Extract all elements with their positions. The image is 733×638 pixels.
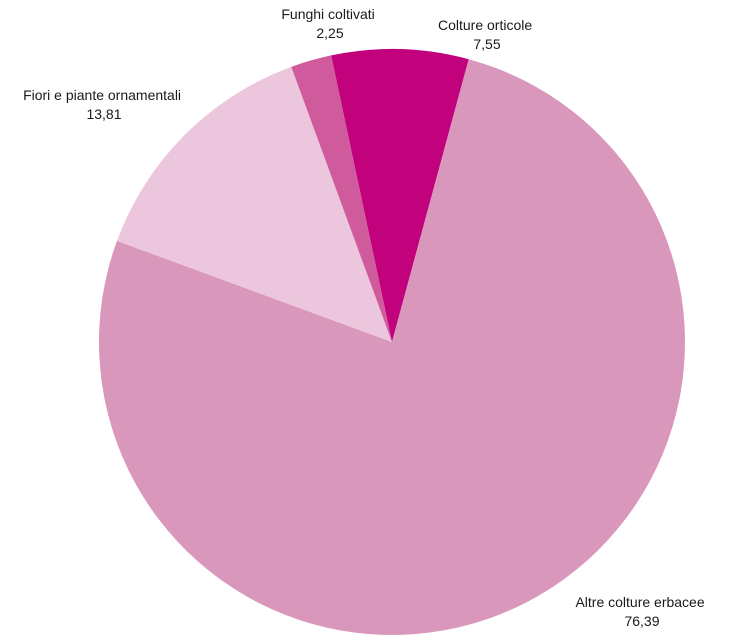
label-colture-orticole: Colture orticole 7,55 [438, 17, 536, 52]
label-altre-colture-erbacee: Altre colture erbacee 76,39 [575, 594, 708, 629]
pie-slice-colture-orticole [331, 48, 469, 342]
label-funghi-coltivati-name: Funghi coltivati [281, 6, 374, 22]
label-fiori-piante-ornamentali: Fiori e piante ornamentali 13,81 [23, 87, 185, 122]
label-colture-orticole-value: 7,55 [473, 36, 500, 52]
pie-slice-altre-colture-erbacee [98, 59, 685, 635]
pie-slice-fiori-e-piante-ornamentali [116, 66, 393, 342]
pie-labels: Colture orticole 7,55 Altre colture erba… [23, 6, 708, 629]
pie-slice-funghi-coltivati [291, 55, 392, 343]
label-colture-orticole-name: Colture orticole [438, 17, 532, 33]
label-altre-colture-erbacee-value: 76,39 [624, 613, 659, 629]
label-altre-colture-erbacee-name: Altre colture erbacee [575, 594, 704, 610]
label-funghi-coltivati: Funghi coltivati 2,25 [281, 6, 378, 41]
label-fiori-piante-ornamentali-name: Fiori e piante ornamentali [23, 87, 181, 103]
pie-slices [98, 48, 685, 635]
label-funghi-coltivati-value: 2,25 [316, 25, 343, 41]
label-fiori-piante-ornamentali-value: 13,81 [86, 106, 121, 122]
